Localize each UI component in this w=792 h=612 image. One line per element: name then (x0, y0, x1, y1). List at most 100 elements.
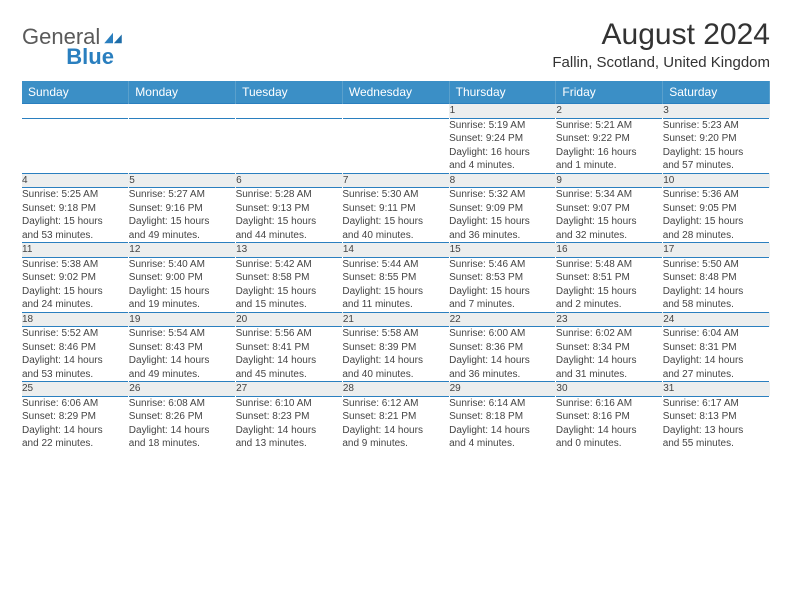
daylight-text-1: Daylight: 14 hours (342, 424, 449, 438)
day-detail-cell: Sunrise: 5:38 AMSunset: 9:02 PMDaylight:… (22, 257, 129, 312)
day-number-cell (342, 104, 449, 119)
daylight-text-1: Daylight: 14 hours (449, 354, 556, 368)
sunset-text: Sunset: 8:53 PM (449, 271, 556, 285)
day-header-row: SundayMondayTuesdayWednesdayThursdayFrid… (22, 81, 770, 104)
day-detail-cell: Sunrise: 5:27 AMSunset: 9:16 PMDaylight:… (129, 188, 236, 243)
day-detail-cell: Sunrise: 6:02 AMSunset: 8:34 PMDaylight:… (556, 327, 663, 382)
day-header: Friday (556, 81, 663, 104)
day-number-cell: 10 (663, 173, 770, 188)
sunset-text: Sunset: 9:05 PM (663, 202, 770, 216)
sunrise-text: Sunrise: 5:58 AM (342, 327, 449, 341)
daylight-text-2: and 40 minutes. (342, 368, 449, 382)
sunrise-text: Sunrise: 5:46 AM (449, 258, 556, 272)
sunrise-text: Sunrise: 5:42 AM (236, 258, 343, 272)
day-number-cell: 7 (342, 173, 449, 188)
day-number-cell (22, 104, 129, 119)
page-header: General Blue August 2024 Fallin, Scotlan… (22, 18, 770, 71)
sunset-text: Sunset: 8:21 PM (342, 410, 449, 424)
sunrise-text: Sunrise: 6:17 AM (663, 397, 770, 411)
daylight-text-2: and 55 minutes. (663, 437, 770, 451)
day-number-cell: 3 (663, 104, 770, 119)
sunset-text: Sunset: 8:29 PM (22, 410, 129, 424)
daylight-text-2: and 40 minutes. (342, 229, 449, 243)
daylight-text-1: Daylight: 14 hours (22, 424, 129, 438)
detail-row: Sunrise: 5:38 AMSunset: 9:02 PMDaylight:… (22, 257, 770, 312)
day-detail-cell: Sunrise: 5:58 AMSunset: 8:39 PMDaylight:… (342, 327, 449, 382)
sunset-text: Sunset: 8:55 PM (342, 271, 449, 285)
day-detail-cell: Sunrise: 6:10 AMSunset: 8:23 PMDaylight:… (236, 396, 343, 451)
sunset-text: Sunset: 8:39 PM (342, 341, 449, 355)
day-detail-cell (236, 118, 343, 173)
daylight-text-2: and 9 minutes. (342, 437, 449, 451)
sunrise-text: Sunrise: 5:21 AM (556, 119, 663, 133)
sunset-text: Sunset: 9:02 PM (22, 271, 129, 285)
daylight-text-2: and 32 minutes. (556, 229, 663, 243)
day-number-cell: 22 (449, 312, 556, 327)
daylight-text-2: and 4 minutes. (449, 159, 556, 173)
day-number-cell: 1 (449, 104, 556, 119)
day-number-cell: 6 (236, 173, 343, 188)
daylight-text-1: Daylight: 15 hours (129, 215, 236, 229)
sunset-text: Sunset: 8:34 PM (556, 341, 663, 355)
sunset-text: Sunset: 9:07 PM (556, 202, 663, 216)
day-detail-cell: Sunrise: 5:44 AMSunset: 8:55 PMDaylight:… (342, 257, 449, 312)
day-number-cell: 14 (342, 243, 449, 258)
daylight-text-2: and 4 minutes. (449, 437, 556, 451)
sunset-text: Sunset: 8:58 PM (236, 271, 343, 285)
day-number-cell: 18 (22, 312, 129, 327)
daylight-text-2: and 1 minute. (556, 159, 663, 173)
daylight-text-2: and 7 minutes. (449, 298, 556, 312)
sunset-text: Sunset: 8:51 PM (556, 271, 663, 285)
sunrise-text: Sunrise: 5:50 AM (663, 258, 770, 272)
day-number-cell: 27 (236, 382, 343, 397)
day-detail-cell: Sunrise: 6:04 AMSunset: 8:31 PMDaylight:… (663, 327, 770, 382)
sunset-text: Sunset: 9:09 PM (449, 202, 556, 216)
day-detail-cell: Sunrise: 5:40 AMSunset: 9:00 PMDaylight:… (129, 257, 236, 312)
day-detail-cell: Sunrise: 5:25 AMSunset: 9:18 PMDaylight:… (22, 188, 129, 243)
day-number-cell: 16 (556, 243, 663, 258)
day-detail-cell: Sunrise: 5:19 AMSunset: 9:24 PMDaylight:… (449, 118, 556, 173)
daylight-text-1: Daylight: 15 hours (236, 285, 343, 299)
day-detail-cell: Sunrise: 6:00 AMSunset: 8:36 PMDaylight:… (449, 327, 556, 382)
day-number-cell: 20 (236, 312, 343, 327)
sunset-text: Sunset: 9:20 PM (663, 132, 770, 146)
day-number-cell: 17 (663, 243, 770, 258)
day-number-cell: 13 (236, 243, 343, 258)
sunset-text: Sunset: 8:31 PM (663, 341, 770, 355)
daylight-text-2: and 24 minutes. (22, 298, 129, 312)
sunrise-text: Sunrise: 5:52 AM (22, 327, 129, 341)
day-number-cell: 15 (449, 243, 556, 258)
sunrise-text: Sunrise: 5:34 AM (556, 188, 663, 202)
sunrise-text: Sunrise: 6:04 AM (663, 327, 770, 341)
day-detail-cell: Sunrise: 5:56 AMSunset: 8:41 PMDaylight:… (236, 327, 343, 382)
brand-part2: Blue (66, 44, 114, 70)
daylight-text-1: Daylight: 14 hours (129, 424, 236, 438)
day-detail-cell (22, 118, 129, 173)
daylight-text-2: and 36 minutes. (449, 229, 556, 243)
daylight-text-1: Daylight: 15 hours (22, 215, 129, 229)
sunset-text: Sunset: 8:18 PM (449, 410, 556, 424)
daylight-text-2: and 22 minutes. (22, 437, 129, 451)
sunrise-text: Sunrise: 5:23 AM (663, 119, 770, 133)
day-detail-cell: Sunrise: 5:34 AMSunset: 9:07 PMDaylight:… (556, 188, 663, 243)
day-number-cell: 21 (342, 312, 449, 327)
daylight-text-2: and 15 minutes. (236, 298, 343, 312)
day-detail-cell: Sunrise: 5:28 AMSunset: 9:13 PMDaylight:… (236, 188, 343, 243)
day-number-cell: 12 (129, 243, 236, 258)
daylight-text-2: and 44 minutes. (236, 229, 343, 243)
daylight-text-1: Daylight: 15 hours (449, 285, 556, 299)
day-detail-cell: Sunrise: 5:32 AMSunset: 9:09 PMDaylight:… (449, 188, 556, 243)
daylight-text-2: and 31 minutes. (556, 368, 663, 382)
daylight-text-1: Daylight: 16 hours (556, 146, 663, 160)
daylight-text-2: and 0 minutes. (556, 437, 663, 451)
daylight-text-2: and 49 minutes. (129, 229, 236, 243)
daylight-text-2: and 2 minutes. (556, 298, 663, 312)
sunrise-text: Sunrise: 5:19 AM (449, 119, 556, 133)
day-detail-cell: Sunrise: 5:36 AMSunset: 9:05 PMDaylight:… (663, 188, 770, 243)
sunset-text: Sunset: 8:23 PM (236, 410, 343, 424)
daylight-text-1: Daylight: 13 hours (663, 424, 770, 438)
day-detail-cell: Sunrise: 6:16 AMSunset: 8:16 PMDaylight:… (556, 396, 663, 451)
sunset-text: Sunset: 9:00 PM (129, 271, 236, 285)
daylight-text-1: Daylight: 14 hours (236, 424, 343, 438)
sunrise-text: Sunrise: 5:44 AM (342, 258, 449, 272)
